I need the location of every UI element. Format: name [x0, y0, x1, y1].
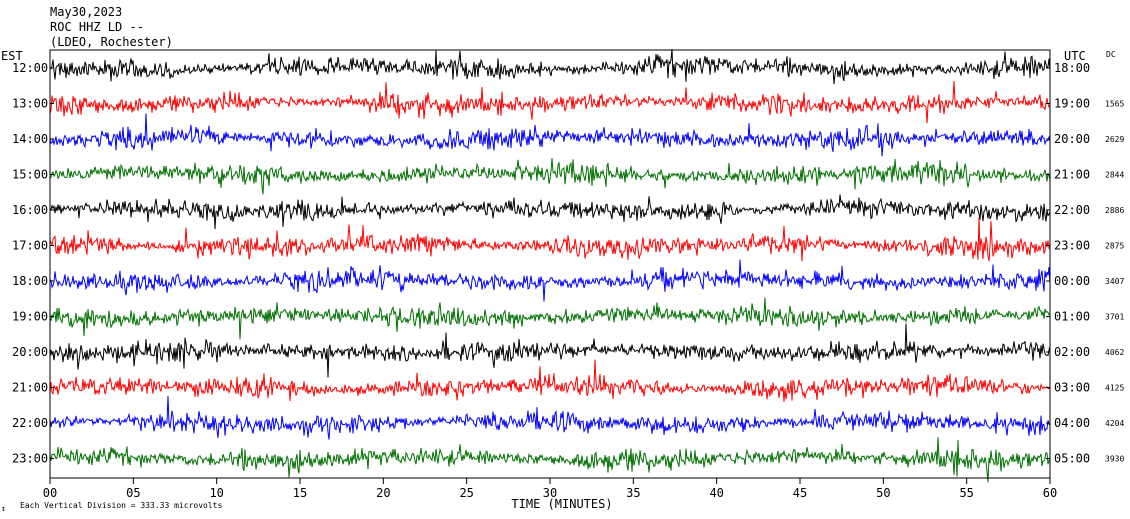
x-tick-label: 50 [876, 486, 890, 500]
dc-offset-label: 3930 [1105, 455, 1124, 464]
dc-offset-label: 3407 [1105, 277, 1124, 286]
x-tick-label: 40 [709, 486, 723, 500]
trace-1400 [49, 113, 1051, 157]
est-hour-label: 21:00 [12, 381, 48, 395]
x-tick-label: 05 [126, 486, 140, 500]
trace-1700 [49, 217, 1051, 262]
dc-offset-label: 4062 [1105, 348, 1124, 357]
trace-2200 [49, 395, 1051, 440]
dc-offset-label: 2629 [1105, 135, 1124, 144]
x-tick-label: 30 [543, 486, 557, 500]
dc-offset-label: 1565 [1105, 100, 1124, 109]
x-tick-label: 55 [959, 486, 973, 500]
dc-offset-label: 4125 [1105, 384, 1124, 393]
dc-offset-label: 4204 [1105, 419, 1124, 428]
trace-1200 [49, 48, 1051, 85]
est-hour-label: 20:00 [12, 345, 48, 359]
est-axis-title: EST [1, 49, 23, 63]
est-hour-label: 13:00 [12, 97, 48, 111]
vertical-scale-note: Each Vertical Division = 333.33 microvol… [20, 501, 222, 510]
plot-frame [49, 49, 1051, 479]
seismogram-traces [49, 48, 1051, 483]
x-tick-label: 25 [459, 486, 473, 500]
scale-marker-icon: ↕ [1, 504, 6, 513]
est-hour-label: 17:00 [12, 239, 48, 253]
est-hour-label: 18:00 [12, 274, 48, 288]
dc-offset-label: 2844 [1105, 171, 1124, 180]
utc-hour-label: 20:00 [1054, 132, 1090, 146]
dc-column-title: DC [1106, 50, 1116, 59]
trace-1600 [49, 194, 1051, 230]
utc-hour-label: 05:00 [1054, 452, 1090, 466]
station-code: ROC HHZ LD -- [50, 20, 144, 34]
x-tick-label: 10 [209, 486, 223, 500]
utc-hour-label: 00:00 [1054, 274, 1090, 288]
x-axis: 00 05 10 15 20 25 30 35 40 45 50 55 60 [43, 478, 1057, 500]
trace-2000 [49, 323, 1051, 378]
dc-offset-label: 3701 [1105, 313, 1124, 322]
trace-1900 [49, 297, 1050, 340]
record-date: May30,2023 [50, 5, 122, 19]
est-hour-label: 19:00 [12, 310, 48, 324]
trace-1300 [49, 81, 1051, 124]
est-hour-label: 15:00 [12, 168, 48, 182]
utc-hour-label: 22:00 [1054, 203, 1090, 217]
utc-hour-label: 04:00 [1054, 416, 1090, 430]
utc-hour-label: 02:00 [1054, 345, 1090, 359]
est-hour-label: 22:00 [12, 416, 48, 430]
x-tick-label: 60 [1043, 486, 1057, 500]
x-tick-label: 20 [376, 486, 390, 500]
x-tick-label: 45 [793, 486, 807, 500]
dc-offset-label: 2886 [1105, 206, 1124, 215]
est-hour-label: 16:00 [12, 203, 48, 217]
x-axis-title: TIME (MINUTES) [511, 497, 612, 511]
est-hour-label: 23:00 [12, 452, 48, 466]
est-hour-label: 14:00 [12, 132, 48, 146]
x-tick-label: 35 [626, 486, 640, 500]
trace-1500 [49, 158, 1051, 195]
trace-2300 [49, 437, 1051, 483]
station-location: (LDEO, Rochester) [50, 35, 173, 49]
utc-hour-label: 19:00 [1054, 97, 1090, 111]
utc-hour-label: 01:00 [1054, 310, 1090, 324]
x-tick-label: 00 [43, 486, 57, 500]
utc-axis-title: UTC [1064, 49, 1086, 63]
utc-hour-label: 21:00 [1054, 168, 1090, 182]
trace-2100 [49, 359, 1051, 402]
utc-hour-label: 03:00 [1054, 381, 1090, 395]
dc-offset-label: 2875 [1105, 242, 1124, 251]
est-hour-label: 12:00 [12, 61, 48, 75]
utc-hour-label: 23:00 [1054, 239, 1090, 253]
trace-1800 [49, 259, 1051, 302]
x-tick-label: 15 [293, 486, 307, 500]
row-labels: 12:00 18:00 13:00 19:00 1565 14:00 20:00 2629 15… [12, 61, 1124, 466]
utc-hour-label: 18:00 [1054, 61, 1090, 75]
